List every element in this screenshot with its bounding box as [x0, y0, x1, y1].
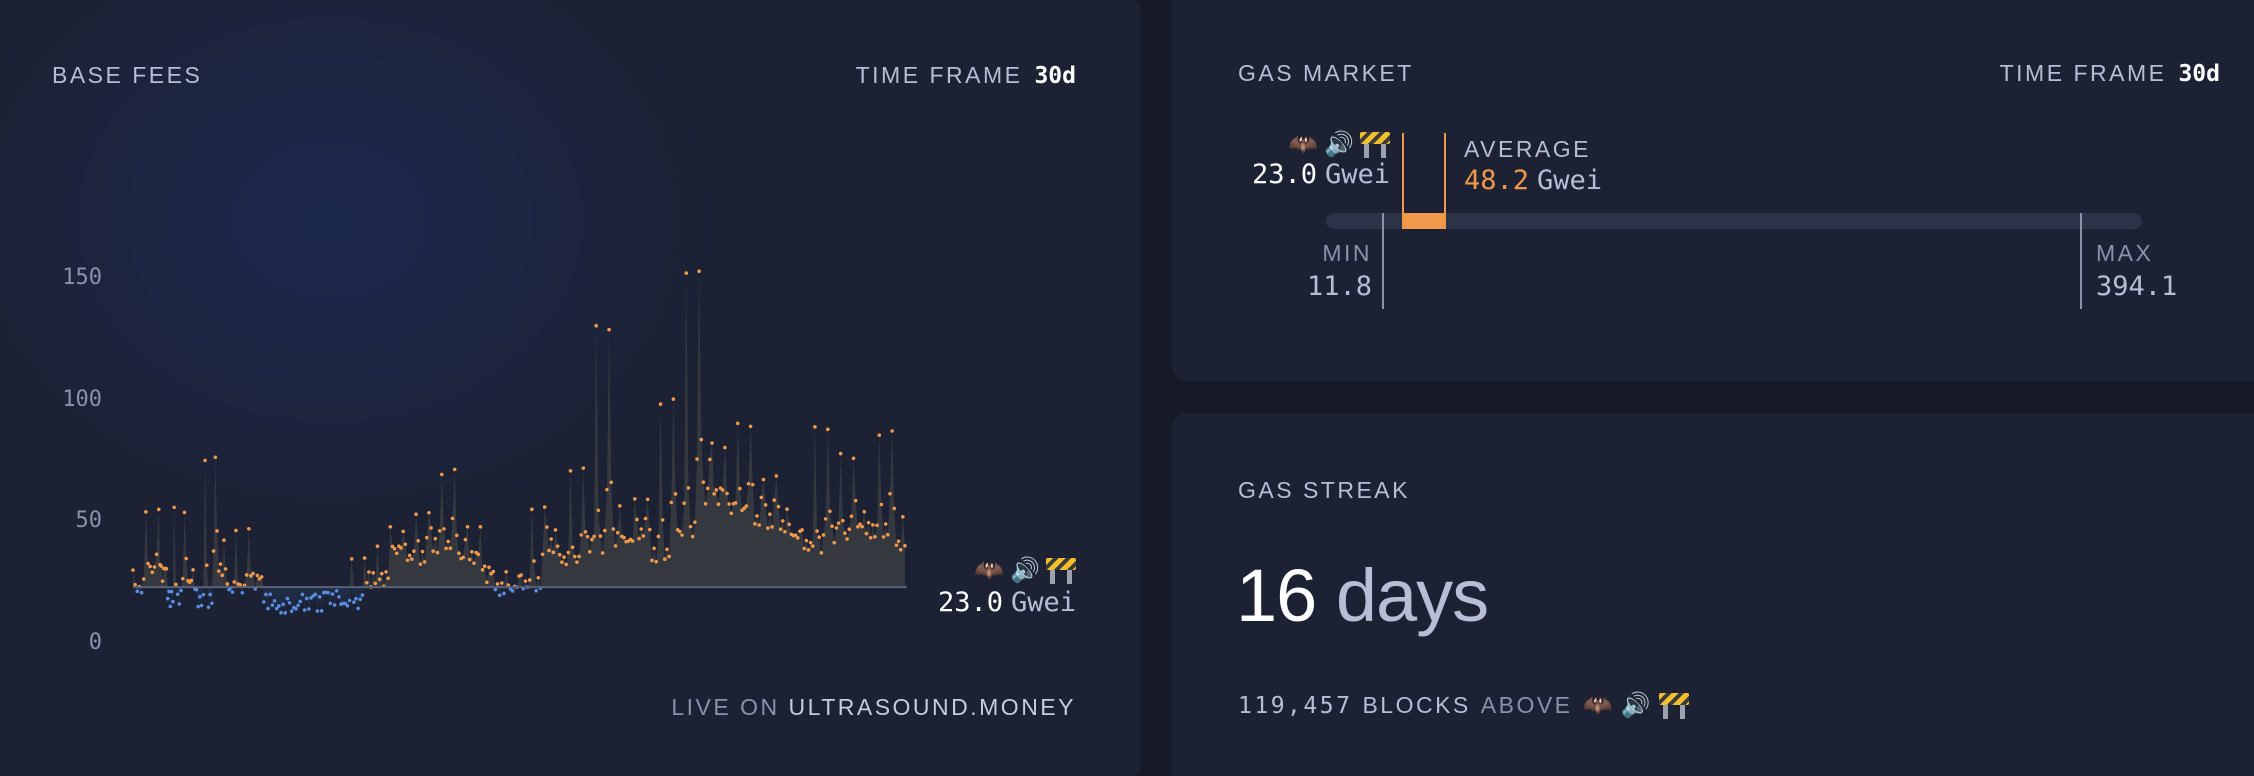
current-value: 23.0: [937, 587, 1003, 618]
live-footer: LIVE ON ULTRASOUND.MONEY: [671, 694, 1076, 721]
gas-market-title: GAS MARKET: [1238, 60, 1414, 86]
barrier-icon: [1659, 692, 1690, 719]
gas-market-min: MIN 11.8: [1252, 240, 1372, 302]
max-label: MAX: [2096, 240, 2154, 266]
average-value: 48.2: [1464, 165, 1530, 196]
streak-count: 16: [1236, 554, 1317, 637]
base-fees-card: BASE FEES TIME FRAME 30d 150 100 50 0 🦇 🔊…: [0, 0, 1140, 776]
speaker-icon: 🔊: [1010, 557, 1040, 584]
min-value: 11.8: [1306, 271, 1372, 302]
current-base-fee: 🦇 🔊 23.0 Gwei: [938, 556, 1076, 618]
current-unit: Gwei: [1324, 159, 1390, 190]
average-unit: Gwei: [1537, 165, 1603, 196]
gas-market-card: GAS MARKET TIME FRAME 30d 🦇 🔊 23.0 Gwei AV…: [1172, 0, 2254, 381]
max-marker-line: [2080, 213, 2082, 309]
threshold-icons: 🦇 🔊: [1172, 130, 1390, 159]
speaker-icon: 🔊: [1620, 692, 1654, 719]
base-fees-title: BASE FEES: [52, 62, 203, 88]
ultrasound-money-link[interactable]: ULTRASOUND.MONEY: [788, 694, 1076, 720]
gas-streak-title: GAS STREAK: [1238, 477, 1410, 503]
bat-icon: 🦇: [974, 557, 1005, 584]
base-fees-timeframe-toggle[interactable]: TIME FRAME 30d: [856, 62, 1076, 89]
bat-icon: 🦇: [1288, 131, 1319, 158]
current-value: 23.0: [1251, 159, 1317, 190]
gas-market-average: AVERAGE 48.2 Gwei: [1464, 136, 1602, 196]
barrier-icon: [1046, 557, 1076, 584]
barrier-icon: [1360, 131, 1390, 158]
footer-prefix: LIVE ON: [671, 694, 780, 720]
gas-market-max: MAX 394.1: [2096, 240, 2177, 302]
gas-streak-card: GAS STREAK 16 days 119,457 BLOCKS ABOVE …: [1172, 413, 2254, 776]
timeframe-label: TIME FRAME: [855, 62, 1023, 88]
max-value: 394.1: [2096, 271, 2178, 302]
threshold-icons: 🦇 🔊: [1583, 691, 1690, 720]
average-bracket: [1402, 133, 1446, 229]
y-tick-0: 0: [88, 630, 102, 655]
base-fees-chart[interactable]: [0, 0, 1140, 776]
streak-unit: days: [1335, 554, 1489, 637]
timeframe-value: 30d: [2178, 61, 2220, 87]
blocks-above-row: 119,457 BLOCKS ABOVE 🦇 🔊: [1238, 691, 1690, 720]
average-range-fill: [1402, 213, 1446, 229]
timeframe-label: TIME FRAME: [1999, 60, 2167, 86]
blocks-label: BLOCKS: [1362, 692, 1471, 718]
speaker-icon: 🔊: [1324, 131, 1354, 158]
blocks-count: 119,457: [1238, 692, 1353, 719]
above-label: ABOVE: [1480, 692, 1573, 718]
gas-market-current: 🦇 🔊 23.0 Gwei: [1172, 130, 1390, 190]
min-marker-line: [1382, 213, 1384, 309]
y-tick-100: 100: [62, 387, 102, 412]
current-unit: Gwei: [1010, 587, 1076, 618]
streak-duration: 16 days: [1236, 553, 1489, 638]
gas-market-timeframe-toggle[interactable]: TIME FRAME 30d: [2000, 60, 2220, 87]
y-tick-150: 150: [62, 265, 102, 290]
y-tick-50: 50: [75, 508, 103, 533]
average-label: AVERAGE: [1464, 136, 1591, 162]
min-label: MIN: [1322, 240, 1372, 266]
threshold-icons: 🦇 🔊: [938, 556, 1076, 585]
gas-range-track: [1326, 213, 2142, 229]
timeframe-value: 30d: [1034, 63, 1076, 89]
bat-icon: 🦇: [1582, 692, 1615, 719]
